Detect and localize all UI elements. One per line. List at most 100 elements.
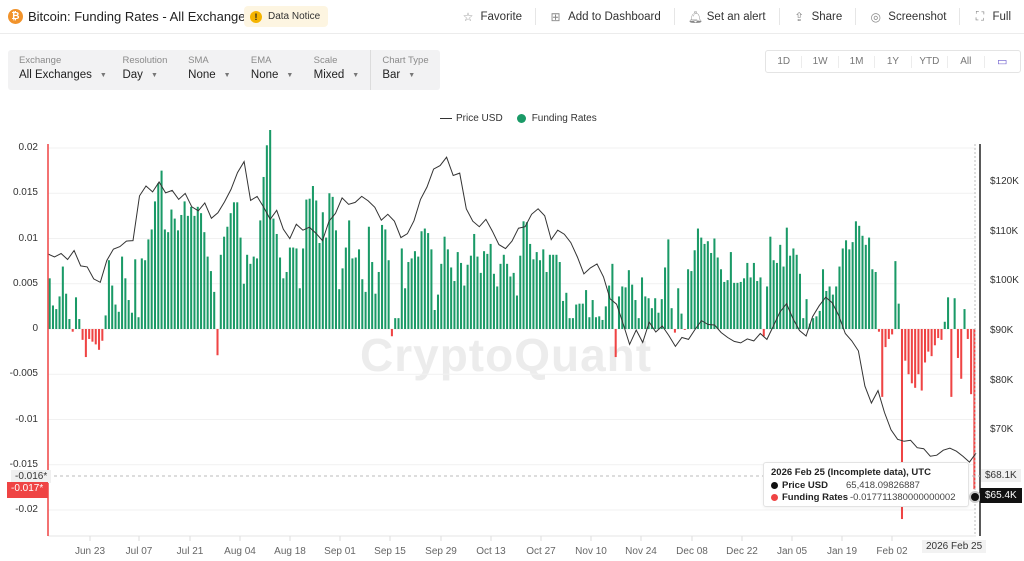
range-1d[interactable]: 1D [777,55,791,67]
dropdown-value: None [188,69,216,81]
action-label: Add to Dashboard [568,10,661,23]
tooltip-title: 2026 Feb 25 (Incomplete data), UTC [771,467,931,478]
tooltip-price-value: 65,418.09826887 [846,480,920,491]
dashboard-add-icon: ⊞ [550,9,561,24]
chart-legend: Price USD Funding Rates [440,113,597,124]
x-axis-tick: Aug 04 [224,546,256,557]
range-1w[interactable]: 1W [801,55,837,68]
range-1m[interactable]: 1M [837,55,874,68]
crosshair-y-label-red: -0.017* [7,482,48,498]
action-label: Set an alert [706,10,766,23]
page-title: Bitcoin: Funding Rates - All Exchanges [28,9,253,24]
dropdown-value: None [250,69,279,81]
dropdown-value: Bar [382,69,401,81]
caret-down-icon: ▼ [99,71,107,79]
resolution-dropdown[interactable]: Resolution Day ▼ [111,50,177,90]
price-axis-tick: $100K [990,275,1019,287]
tooltip-price-label: Price USD [782,480,828,491]
crosshair-y-label-gray: -0.016* [11,470,52,483]
screenshot-button[interactable]: ◎ Screenshot [855,8,959,25]
time-range-selector: 1D 1W 1M 1Y YTD All ▭ [765,50,1021,73]
dropdown-label: SMA [188,55,209,66]
funding-dot-swatch [516,114,526,123]
x-axis-tick: Sep 01 [324,546,356,557]
x-axis-tick: Nov 24 [625,546,657,557]
price-axis-tick: $110K [990,225,1019,237]
y-axis-tick: 0 [32,323,38,334]
y-axis-tick: 0.005 [12,277,38,289]
dropdown-value: Day [122,69,143,81]
dropdown-label: Chart Type [382,55,429,66]
price-axis-tick: $90K [990,325,1014,336]
action-label: Full [992,10,1011,23]
price-axis-tick: $80K [990,374,1014,386]
legend-price[interactable]: Price USD [456,113,503,124]
x-axis-tick: Jun 23 [74,546,106,557]
bitcoin-icon: ₿ [8,9,23,24]
y-axis-tick: -0.015 [9,458,38,470]
calendar-icon[interactable]: ▭ [983,55,1020,68]
range-1y[interactable]: 1Y [874,55,910,68]
favorite-button[interactable]: ☆ Favorite [449,8,536,25]
dropdown-label: EMA [250,55,272,66]
chart-controls: Exchange All Exchanges ▼ Resolution Day ▼ SMA N… [8,50,440,90]
bell-icon: 🔔︎ [687,9,703,24]
action-label: Screenshot [888,10,947,23]
x-axis-tick: Feb 02 [876,546,908,557]
caret-down-icon: ▼ [408,71,416,79]
header-bar: ₿ Bitcoin: Funding Rates - All Exchanges… [0,0,1024,34]
crosshair-price-label-gray: $68.1K [981,469,1021,482]
action-label: Favorite [480,10,523,23]
watermark: CryptoQuant [360,329,653,381]
x-axis-tick: Nov 10 [575,546,607,557]
chart-tooltip: 2026 Feb 25 (Incomplete data), UTC Price… [763,462,969,507]
share-icon: ⇪ [794,9,805,24]
scale-dropdown[interactable]: Scale Mixed ▼ [303,50,365,90]
dropdown-value: Mixed [313,69,345,81]
chart-type-dropdown[interactable]: Chart Type Bar ▼ [370,50,440,90]
y-axis-tick: -0.02 [15,504,38,515]
dropdown-label: Scale [313,55,338,66]
header-actions: ☆ Favorite ⊞ Add to Dashboard 🔔︎ Set an alert… [449,8,1024,25]
sma-dropdown[interactable]: SMA None ▼ [177,50,240,90]
caret-down-icon: ▼ [150,71,158,79]
x-axis-tick: Sep 29 [425,546,457,557]
y-axis-tick: 0.015 [12,187,38,199]
full-button[interactable]: ⛶ Full [959,8,1024,25]
x-axis-tick: Jul 21 [176,546,204,557]
y-axis-tick: 0.01 [18,232,38,244]
camera-icon: ◎ [870,9,882,24]
share-button[interactable]: ⇪ Share [778,8,856,25]
exchange-dropdown[interactable]: Exchange All Exchanges ▼ [8,50,111,90]
price-bullet-icon [771,482,778,489]
y-axis-tick: 0.02 [18,142,38,153]
range-ytd[interactable]: YTD [910,55,947,68]
crosshair-price-label-dark: $65.4K [980,488,1022,503]
price-axis-tick: $70K [990,424,1014,436]
ema-dropdown[interactable]: EMA None ▼ [240,50,303,90]
star-icon: ☆ [462,9,474,24]
legend-funding[interactable]: Funding Rates [531,113,597,124]
data-notice-button[interactable]: ! Data Notice [244,6,329,27]
dropdown-label: Exchange [19,55,62,66]
price-axis-tick: $120K [990,176,1019,187]
fullscreen-icon: ⛶ [975,9,985,23]
tooltip-funding-label: Funding Rates [782,492,848,503]
x-axis-tick: Aug 18 [274,546,306,557]
warning-icon: ! [250,10,262,23]
chart-plot-area[interactable] [0,130,1024,561]
add-to-dashboard-button[interactable]: ⊞ Add to Dashboard [535,8,674,25]
x-axis-tick: Sep 15 [374,546,406,557]
caret-down-icon: ▼ [286,71,294,79]
caret-down-icon: ▼ [223,71,231,79]
y-axis-tick: -0.01 [15,413,38,425]
x-axis-tick: Jan 05 [776,546,808,557]
x-axis-tick: Jan 19 [826,546,858,557]
range-all[interactable]: All [947,55,983,68]
x-axis-tick: Oct 13 [476,546,506,557]
set-an-alert-button[interactable]: 🔔︎ Set an alert [673,8,779,25]
tooltip-funding-value: -0.017711380000000002 [850,492,956,503]
x-axis-tick: Oct 27 [526,546,556,557]
y-axis-tick: -0.005 [9,368,38,380]
data-notice-label: Data Notice [268,11,321,22]
